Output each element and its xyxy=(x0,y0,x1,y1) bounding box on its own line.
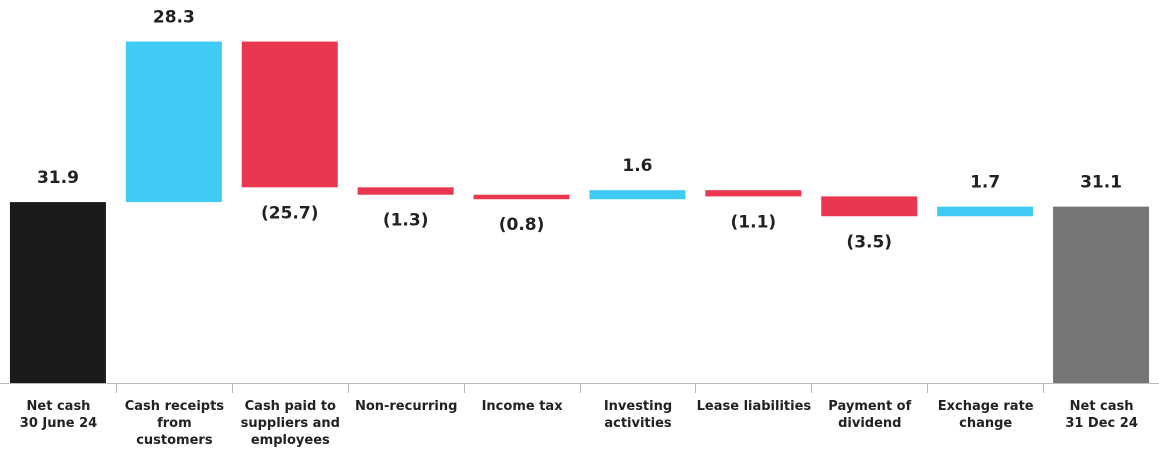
bar xyxy=(589,190,686,200)
value-label: 31.9 xyxy=(37,168,79,188)
value-label: (3.5) xyxy=(846,232,892,252)
bar xyxy=(473,194,570,200)
x-tick-label: Cash paid to suppliers and employees xyxy=(240,399,340,448)
x-tick-label: Payment of dividend xyxy=(828,399,912,431)
bar xyxy=(357,187,454,195)
value-label: 1.6 xyxy=(622,156,652,176)
x-tick-label: Non-recurring xyxy=(354,399,458,414)
bar xyxy=(705,190,802,197)
x-tick-label: Lease liabilities xyxy=(696,399,812,414)
bar xyxy=(937,206,1034,217)
x-tick-label: Cash receipts from customers xyxy=(124,399,225,448)
value-label: (1.1) xyxy=(731,212,777,232)
value-label: 1.7 xyxy=(970,173,1000,193)
value-label: (0.8) xyxy=(499,215,545,235)
bar xyxy=(125,41,222,203)
bar xyxy=(1053,206,1150,383)
x-tick-label: Exchage rate change xyxy=(937,399,1034,431)
x-tick-label: Income tax xyxy=(481,399,563,414)
bar xyxy=(9,202,106,383)
value-label: 28.3 xyxy=(153,8,195,28)
bar xyxy=(241,41,338,188)
value-label: (25.7) xyxy=(261,203,318,223)
value-label: 31.1 xyxy=(1080,173,1122,193)
x-tick-label: Investing activities xyxy=(603,399,673,431)
x-tick-label: Net cash 30 June 24 xyxy=(19,399,98,431)
x-tick-label: Net cash 31 Dec 24 xyxy=(1065,399,1138,431)
bar xyxy=(821,196,918,217)
value-label: (1.3) xyxy=(383,211,429,231)
